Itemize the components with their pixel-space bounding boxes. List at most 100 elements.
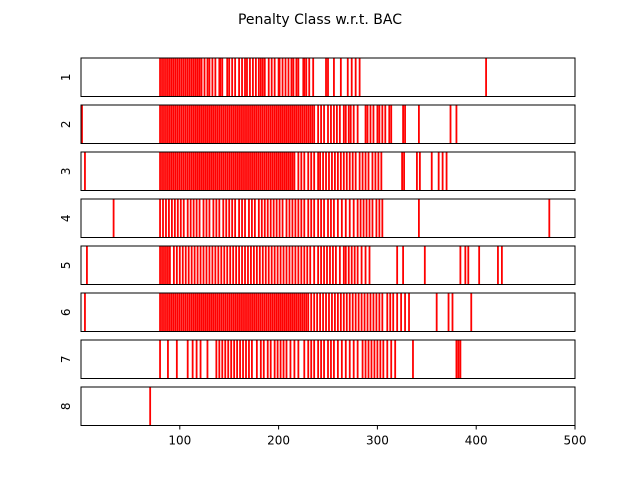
bar-mark [232, 152, 235, 191]
bar-mark [176, 152, 179, 191]
bar-mark [320, 105, 322, 144]
bar-mark [271, 293, 274, 332]
bar-mark [349, 105, 352, 144]
bar-mark [192, 199, 195, 238]
bar-mark [327, 58, 329, 97]
bar-mark [377, 152, 380, 191]
bar-mark [265, 105, 268, 144]
bar-mark [205, 199, 208, 238]
bar-mark [449, 105, 452, 144]
bar-mark [159, 152, 161, 191]
bar-mark [435, 293, 438, 332]
row-label: 6 [59, 308, 73, 316]
bar-mark [360, 293, 363, 332]
bar-mark [261, 246, 264, 285]
bar-mark [84, 152, 86, 191]
bar-mark [285, 199, 288, 238]
bar-mark [222, 152, 225, 191]
bar-mark [301, 293, 304, 332]
bar-mark [278, 199, 281, 238]
bar-mark [333, 199, 335, 238]
bar-mark [303, 246, 306, 285]
bar-mark [288, 246, 291, 285]
bar-mark [205, 246, 208, 285]
bar-mark [364, 105, 367, 144]
bar-mark [231, 58, 234, 97]
bar-mark [161, 152, 163, 191]
bar-mark [159, 58, 161, 97]
bar-mark [344, 105, 347, 144]
bar-mark [327, 105, 329, 144]
bar-mark [303, 105, 306, 144]
bar-mark [216, 105, 219, 144]
bar-mark [168, 199, 170, 238]
bar-mark [310, 152, 313, 191]
bar-mark [244, 105, 246, 144]
bar-mark [159, 293, 161, 332]
bar-mark [348, 340, 351, 379]
bar-mark [372, 105, 375, 144]
bar-mark [188, 152, 191, 191]
bar-mark [184, 58, 187, 97]
bar-mark [297, 340, 300, 379]
bar-mark [352, 199, 355, 238]
bar-mark [173, 199, 176, 238]
bar-mark [172, 105, 175, 144]
bar-mark [250, 152, 252, 191]
bar-mark [238, 293, 240, 332]
bar-mark [287, 152, 290, 191]
bar-mark [234, 105, 237, 144]
chart-rows: 1 2 3 4 5 6 7 8 [59, 57, 576, 426]
bar-mark [354, 293, 357, 332]
bar-mark [184, 293, 187, 332]
bar-mark [190, 58, 193, 97]
bar-mark [277, 293, 280, 332]
bar-mark [198, 199, 201, 238]
bar-mark [208, 58, 211, 97]
bar-mark [364, 246, 367, 285]
bar-mark [171, 293, 173, 332]
bar-mark [330, 199, 332, 238]
bar-mark [291, 105, 294, 144]
bar-mark [180, 152, 183, 191]
bar-mark [215, 340, 218, 379]
bar-mark [308, 58, 311, 97]
bar-mark [255, 152, 258, 191]
bar-mark [382, 340, 385, 379]
bar-mark [347, 246, 350, 285]
bar-mark [191, 340, 194, 379]
bar-mark [267, 293, 270, 332]
bar-mark [188, 105, 191, 144]
bar-mark [464, 246, 467, 285]
bar-mark [175, 246, 178, 285]
bar-mark [271, 152, 274, 191]
bar-mark [285, 340, 288, 379]
bar-mark [208, 293, 211, 332]
bar-mark [196, 105, 199, 144]
bar-mark [206, 152, 209, 191]
bar-mark [165, 58, 167, 97]
bar-mark [165, 105, 167, 144]
bar-mark [350, 58, 353, 97]
bar-mark [167, 105, 169, 144]
bar-mark [381, 105, 384, 144]
bar-mark [224, 105, 227, 144]
bar-mark [261, 152, 264, 191]
bar-mark [297, 152, 300, 191]
bar-mark [396, 293, 399, 332]
bar-mark [180, 58, 183, 97]
bar-mark [381, 199, 384, 238]
bar-mark [336, 199, 339, 238]
bar-mark [269, 105, 272, 144]
bar-mark [231, 199, 234, 238]
bar-mark [291, 199, 294, 238]
bar-mark [223, 246, 226, 285]
bar-mark [295, 105, 298, 144]
chart-title: Penalty Class w.r.t. BAC [238, 12, 402, 28]
bar-mark [333, 105, 335, 144]
bar-mark [265, 152, 268, 191]
bar-mark [214, 293, 217, 332]
bar-mark [371, 152, 374, 191]
bar-mark [323, 199, 325, 238]
bar-mark [283, 152, 286, 191]
